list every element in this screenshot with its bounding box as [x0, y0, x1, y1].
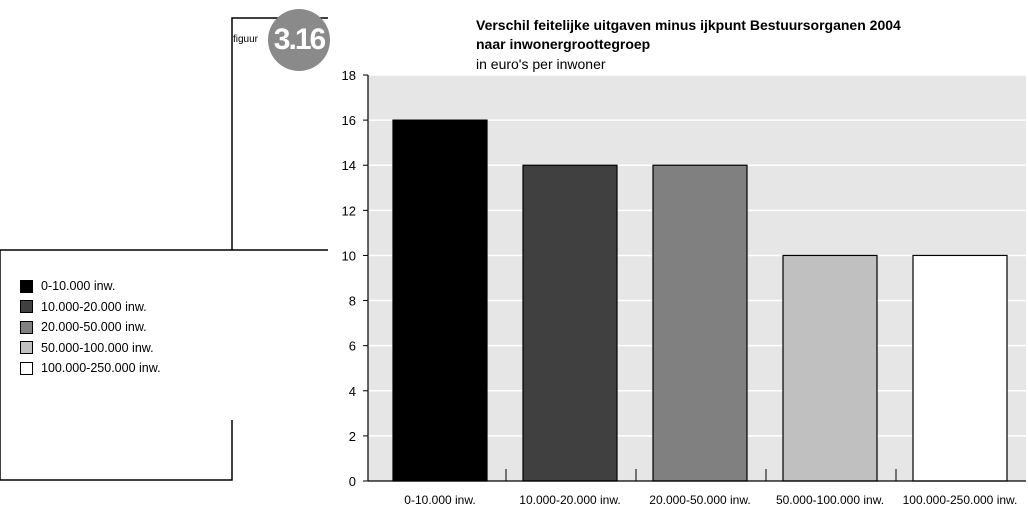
y-tick-label: 8	[349, 294, 356, 309]
x-tick-label: 50.000-100.000 inw.	[776, 493, 884, 507]
y-tick-label: 4	[349, 384, 356, 399]
y-tick-label: 18	[342, 68, 356, 83]
y-tick-label: 0	[349, 474, 356, 489]
y-tick-label: 2	[349, 429, 356, 444]
legend-item: 10.000-20.000 inw.	[20, 297, 161, 318]
y-tick-label: 16	[342, 113, 356, 128]
legend-item: 100.000-250.000 inw.	[20, 358, 161, 379]
legend-item: 50.000-100.000 inw.	[20, 338, 161, 359]
legend-label: 10.000-20.000 inw.	[41, 299, 147, 314]
legend-label: 0-10.000 inw.	[41, 279, 116, 294]
x-tick-label: 10.000-20.000 inw.	[519, 493, 620, 507]
x-tick-label: 20.000-50.000 inw.	[649, 493, 750, 507]
legend: 0-10.000 inw. 10.000-20.000 inw. 20.000-50…	[20, 276, 161, 379]
legend-swatch	[20, 279, 33, 293]
chart-title-line2: naar inwonergrootte­groep	[476, 36, 651, 52]
chart-title-line1: Verschil feitelijke uitgaven minus ijkpu…	[476, 17, 901, 33]
x-tick-label: 100.000-250.000 inw.	[903, 493, 1018, 507]
bar	[522, 164, 618, 482]
legend-label: 50.000-100.000 inw.	[41, 340, 154, 355]
figure-label: figuur	[233, 34, 259, 45]
legend-swatch	[20, 300, 33, 314]
legend-swatch	[20, 361, 33, 375]
chart-subtitle: in euro's per inwoner	[476, 56, 606, 72]
legend-swatch	[20, 341, 33, 355]
bars	[392, 119, 1008, 482]
bar	[782, 254, 878, 482]
x-tick-label: 0-10.000 inw.	[404, 493, 475, 507]
y-tick-label: 6	[349, 339, 356, 354]
bar	[652, 164, 748, 482]
y-tick-label: 10	[342, 248, 356, 263]
legend-item: 20.000-50.000 inw.	[20, 317, 161, 338]
y-tick-label: 12	[342, 203, 356, 218]
legend-label: 20.000-50.000 inw.	[41, 320, 147, 335]
legend-label: 100.000-250.000 inw.	[41, 361, 161, 376]
y-tick-labels: 0 2 4 6 8 10 12 14 16 18	[342, 68, 356, 489]
x-tick-labels: 0-10.000 inw. 10.000-20.000 inw. 20.000-50…	[404, 493, 1017, 507]
axes	[367, 75, 1026, 482]
y-tick-label: 14	[342, 158, 356, 173]
figure-number-badge: 3.16	[268, 9, 330, 71]
legend-item: 0-10.000 inw.	[20, 276, 161, 297]
chart-title: Verschil feitelijke uitgaven minus ijkpu…	[476, 16, 901, 54]
legend-swatch	[20, 320, 33, 334]
bar	[912, 254, 1008, 482]
bar	[392, 119, 488, 482]
